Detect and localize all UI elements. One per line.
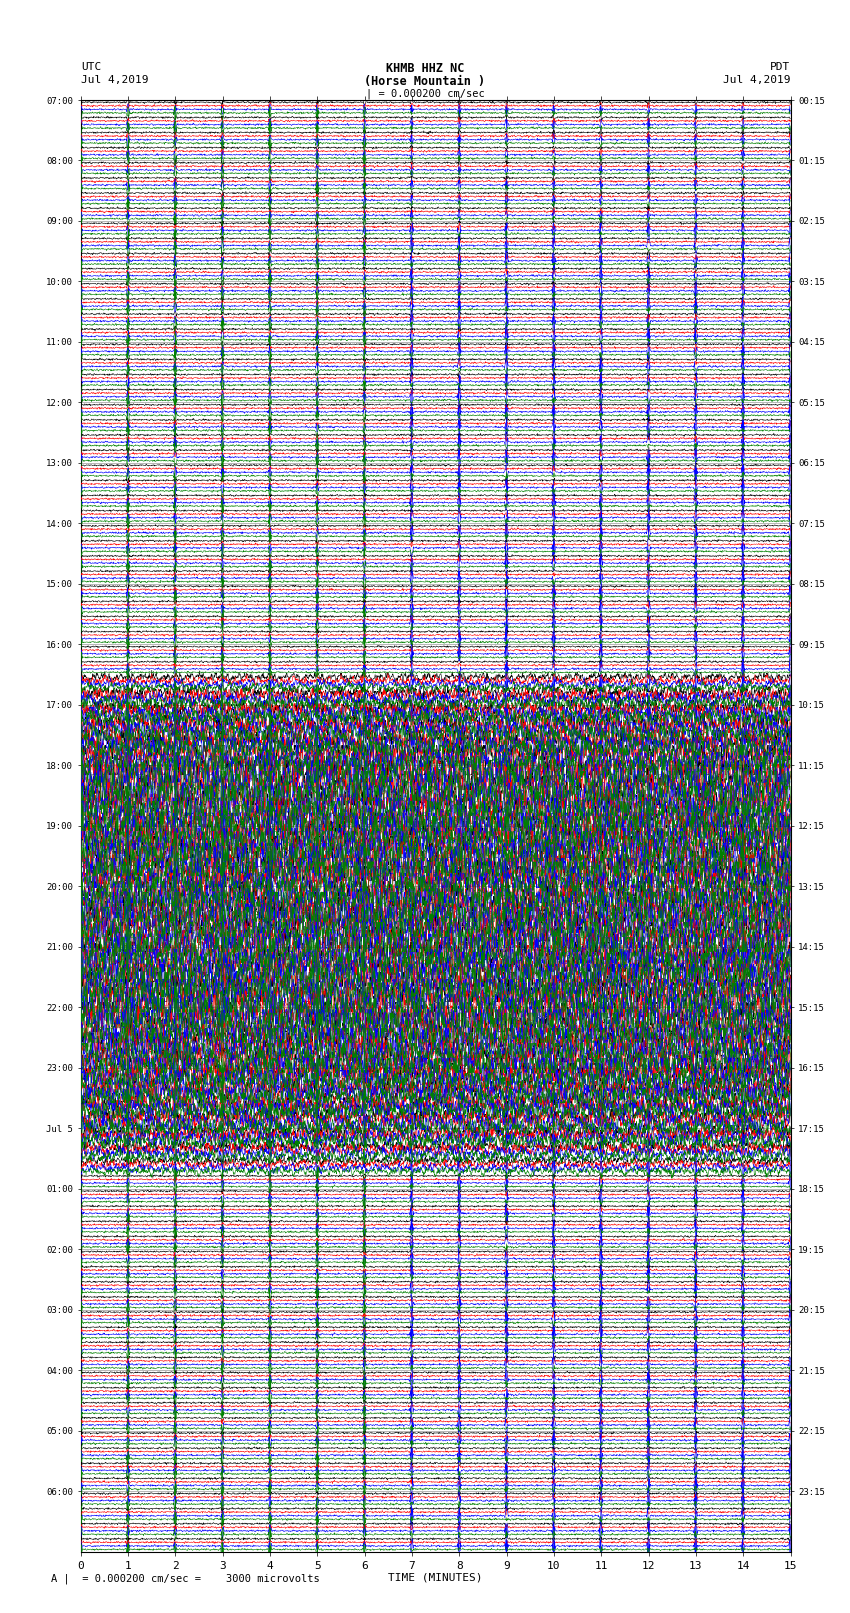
Text: Jul 4,2019: Jul 4,2019	[723, 74, 791, 84]
Text: (Horse Mountain ): (Horse Mountain )	[365, 74, 485, 87]
Text: | = 0.000200 cm/sec: | = 0.000200 cm/sec	[366, 89, 484, 100]
Text: A |  = 0.000200 cm/sec =    3000 microvolts: A | = 0.000200 cm/sec = 3000 microvolts	[51, 1573, 320, 1584]
Text: Jul 4,2019: Jul 4,2019	[81, 74, 148, 84]
X-axis label: TIME (MINUTES): TIME (MINUTES)	[388, 1573, 483, 1582]
Text: KHMB HHZ NC: KHMB HHZ NC	[386, 61, 464, 76]
Text: PDT: PDT	[770, 61, 790, 71]
Text: UTC: UTC	[81, 61, 101, 71]
